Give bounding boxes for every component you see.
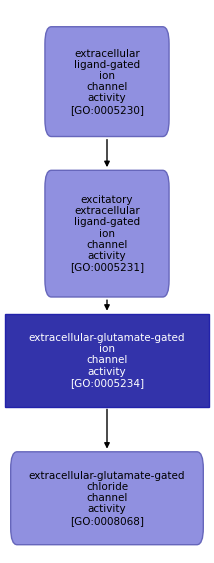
Text: extracellular-glutamate-gated
ion
channel
activity
[GO:0005234]: extracellular-glutamate-gated ion channe… <box>29 333 185 388</box>
FancyBboxPatch shape <box>11 452 203 545</box>
Text: extracellular-glutamate-gated
chloride
channel
activity
[GO:0008068]: extracellular-glutamate-gated chloride c… <box>29 471 185 526</box>
Text: extracellular
ligand-gated
ion
channel
activity
[GO:0005230]: extracellular ligand-gated ion channel a… <box>70 48 144 115</box>
FancyBboxPatch shape <box>45 170 169 297</box>
FancyBboxPatch shape <box>5 314 209 406</box>
Text: excitatory
extracellular
ligand-gated
ion
channel
activity
[GO:0005231]: excitatory extracellular ligand-gated io… <box>70 195 144 272</box>
FancyBboxPatch shape <box>45 27 169 137</box>
